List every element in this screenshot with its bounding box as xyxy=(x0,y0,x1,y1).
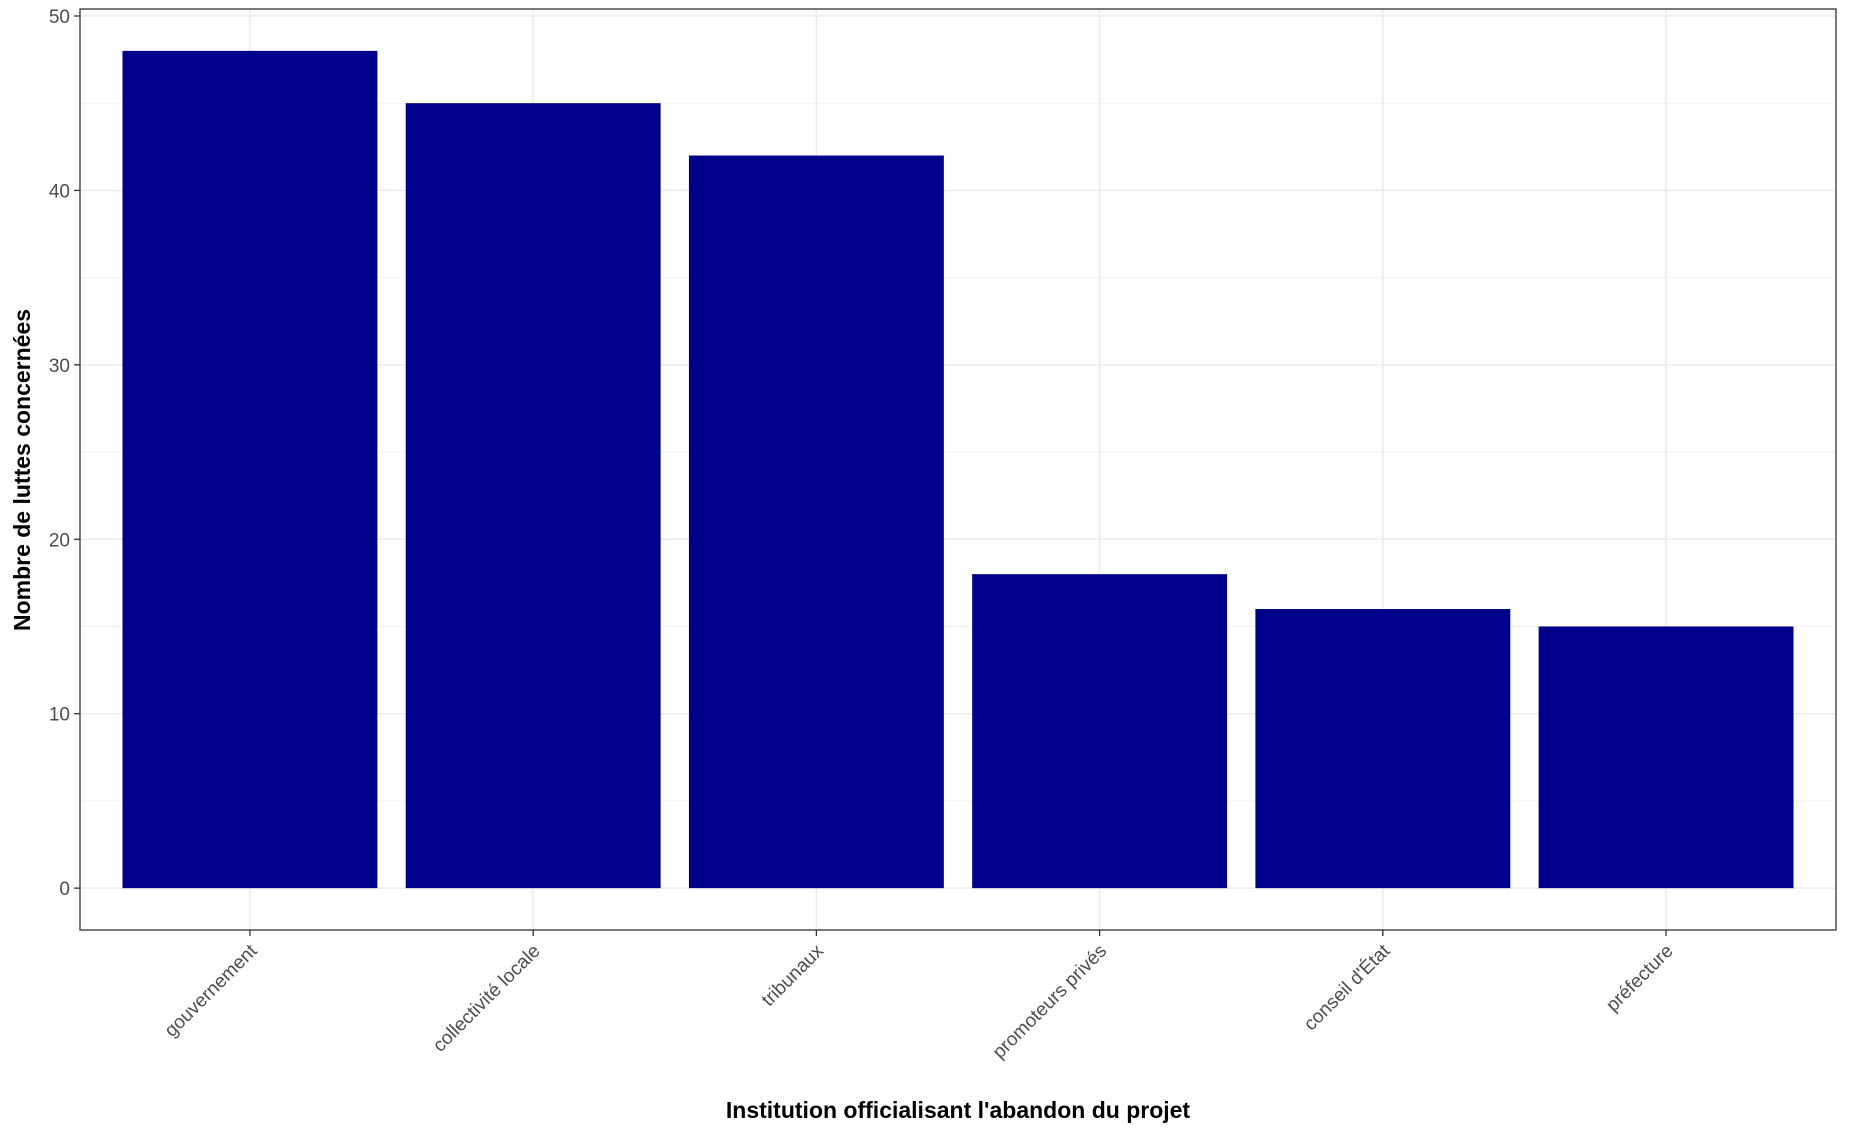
x-tick-label: tribunaux xyxy=(758,940,828,1010)
bar xyxy=(972,574,1228,889)
x-tick-label: collectivité locale xyxy=(429,941,545,1057)
bar xyxy=(122,50,378,889)
y-tick-label: 20 xyxy=(49,530,70,551)
x-axis-title: Institution officialisant l'abandon du p… xyxy=(726,1097,1191,1123)
bar xyxy=(405,103,661,889)
bar xyxy=(688,155,944,889)
x-tick-label: préfecture xyxy=(1602,941,1677,1016)
y-tick-label: 0 xyxy=(59,879,70,900)
x-tick-label: promoteurs privés xyxy=(989,941,1111,1063)
y-tick-label: 50 xyxy=(49,7,70,28)
x-tick-label: gouvernement xyxy=(161,940,262,1041)
panel-border xyxy=(79,8,1837,931)
y-tick-label: 10 xyxy=(49,705,70,726)
y-tick-label: 40 xyxy=(49,181,70,202)
bar xyxy=(1538,626,1794,889)
bar xyxy=(1255,609,1511,889)
y-tick-label: 30 xyxy=(49,356,70,377)
y-axis-title: Nombre de luttes concernées xyxy=(9,309,35,631)
x-tick-label: conseil d'État xyxy=(1300,940,1395,1035)
